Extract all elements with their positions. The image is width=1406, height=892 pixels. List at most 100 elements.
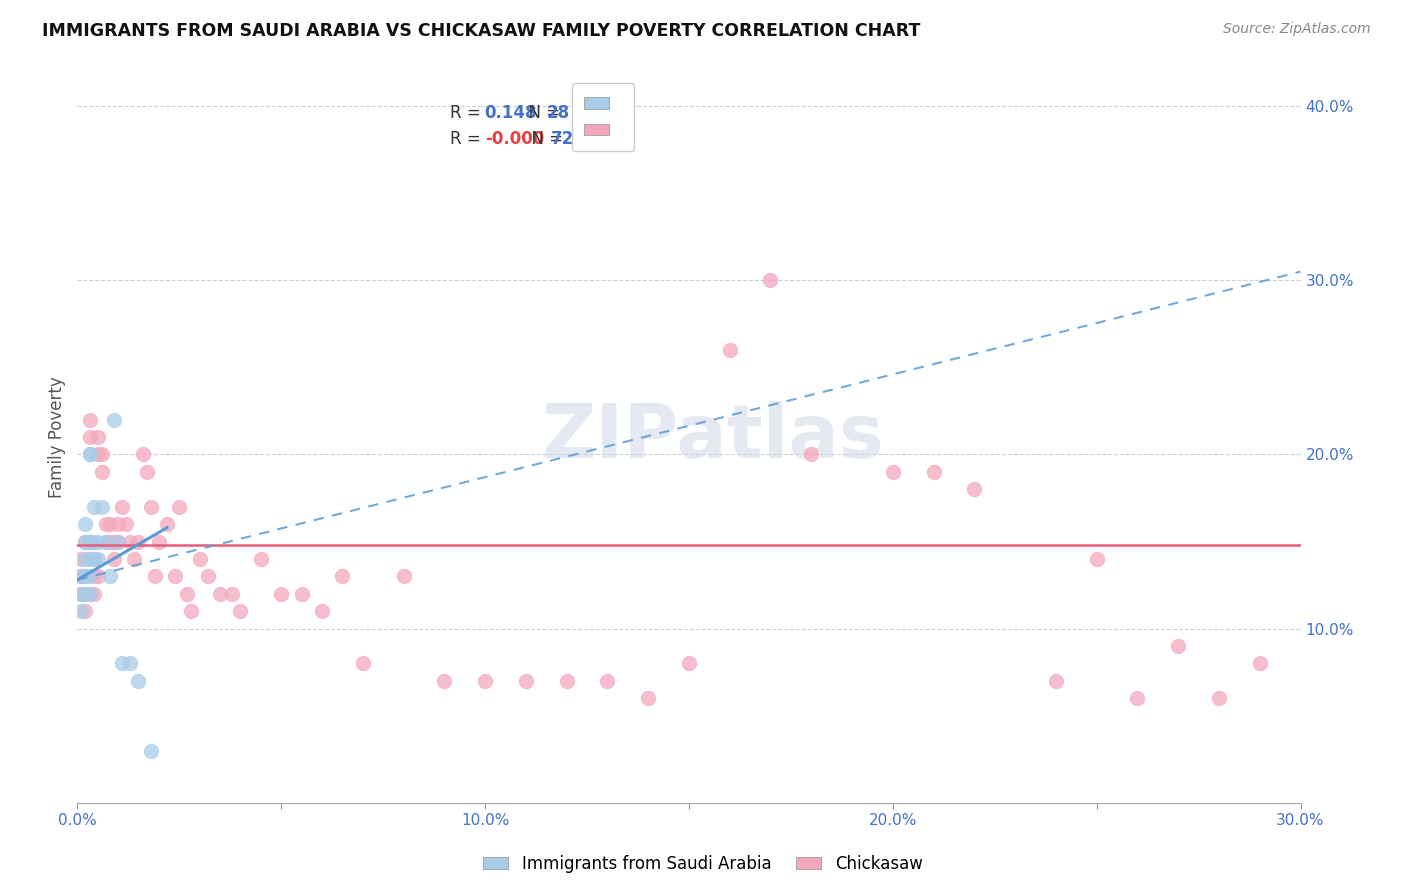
- Point: [79, 587, 101, 601]
- Point: [107, 534, 129, 549]
- Point: [1085, 552, 1108, 566]
- Point: [107, 534, 129, 549]
- Point: [135, 465, 157, 479]
- Text: Source: ZipAtlas.com: Source: ZipAtlas.com: [1223, 22, 1371, 37]
- Text: -0.000: -0.000: [485, 130, 544, 148]
- Point: [111, 657, 134, 671]
- Text: 28: 28: [547, 104, 571, 122]
- Point: [718, 343, 741, 357]
- Point: [1249, 657, 1271, 671]
- Point: [474, 673, 496, 688]
- Legend: , : ,: [572, 83, 634, 151]
- Point: [79, 552, 101, 566]
- Point: [103, 534, 125, 549]
- Point: [169, 500, 191, 514]
- Point: [1167, 639, 1189, 653]
- Point: [332, 569, 354, 583]
- Point: [83, 569, 105, 583]
- Text: 0.148: 0.148: [485, 104, 537, 122]
- Point: [98, 517, 121, 532]
- Point: [637, 691, 659, 706]
- Point: [180, 604, 202, 618]
- Point: [111, 500, 134, 514]
- Point: [128, 534, 150, 549]
- Point: [131, 448, 153, 462]
- Point: [83, 534, 105, 549]
- Point: [143, 569, 166, 583]
- Point: [83, 552, 105, 566]
- Point: [79, 448, 101, 462]
- Point: [596, 673, 619, 688]
- Point: [70, 587, 93, 601]
- Point: [221, 587, 243, 601]
- Point: [79, 587, 101, 601]
- Point: [83, 552, 105, 566]
- Point: [94, 534, 117, 549]
- Point: [165, 569, 187, 583]
- Point: [75, 534, 97, 549]
- Point: [94, 517, 117, 532]
- Point: [90, 465, 112, 479]
- Point: [352, 657, 374, 671]
- Point: [75, 604, 97, 618]
- Point: [75, 587, 97, 601]
- Point: [70, 587, 93, 601]
- Point: [87, 430, 110, 444]
- Point: [75, 534, 97, 549]
- Point: [87, 552, 110, 566]
- Point: [115, 517, 138, 532]
- Point: [209, 587, 232, 601]
- Point: [800, 448, 823, 462]
- Point: [311, 604, 333, 618]
- Point: [270, 587, 292, 601]
- Point: [87, 534, 110, 549]
- Point: [555, 673, 578, 688]
- Point: [79, 412, 101, 426]
- Point: [98, 534, 121, 549]
- Text: 72: 72: [551, 130, 574, 148]
- Text: N =: N =: [517, 104, 565, 122]
- Point: [107, 517, 129, 532]
- Point: [156, 517, 179, 532]
- Point: [90, 500, 112, 514]
- Text: R =: R =: [450, 104, 486, 122]
- Point: [963, 483, 986, 497]
- Y-axis label: Family Poverty: Family Poverty: [48, 376, 66, 498]
- Point: [70, 604, 93, 618]
- Point: [75, 517, 97, 532]
- Point: [103, 412, 125, 426]
- Text: ZIPatlas: ZIPatlas: [543, 401, 884, 474]
- Point: [176, 587, 198, 601]
- Text: R =: R =: [450, 130, 486, 148]
- Point: [79, 534, 101, 549]
- Point: [433, 673, 456, 688]
- Point: [83, 500, 105, 514]
- Point: [759, 273, 782, 287]
- Point: [103, 552, 125, 566]
- Point: [515, 673, 537, 688]
- Point: [197, 569, 219, 583]
- Point: [79, 448, 101, 462]
- Point: [291, 587, 314, 601]
- Point: [188, 552, 211, 566]
- Point: [120, 534, 142, 549]
- Point: [678, 657, 700, 671]
- Point: [94, 534, 117, 549]
- Point: [75, 569, 97, 583]
- Point: [124, 552, 146, 566]
- Point: [922, 465, 945, 479]
- Point: [70, 552, 93, 566]
- Point: [229, 604, 252, 618]
- Point: [1045, 673, 1067, 688]
- Point: [87, 448, 110, 462]
- Point: [120, 657, 142, 671]
- Point: [87, 569, 110, 583]
- Point: [79, 430, 101, 444]
- Legend: Immigrants from Saudi Arabia, Chickasaw: Immigrants from Saudi Arabia, Chickasaw: [477, 848, 929, 880]
- Point: [90, 448, 112, 462]
- Point: [139, 743, 162, 757]
- Point: [882, 465, 904, 479]
- Point: [1126, 691, 1149, 706]
- Point: [392, 569, 415, 583]
- Point: [1208, 691, 1230, 706]
